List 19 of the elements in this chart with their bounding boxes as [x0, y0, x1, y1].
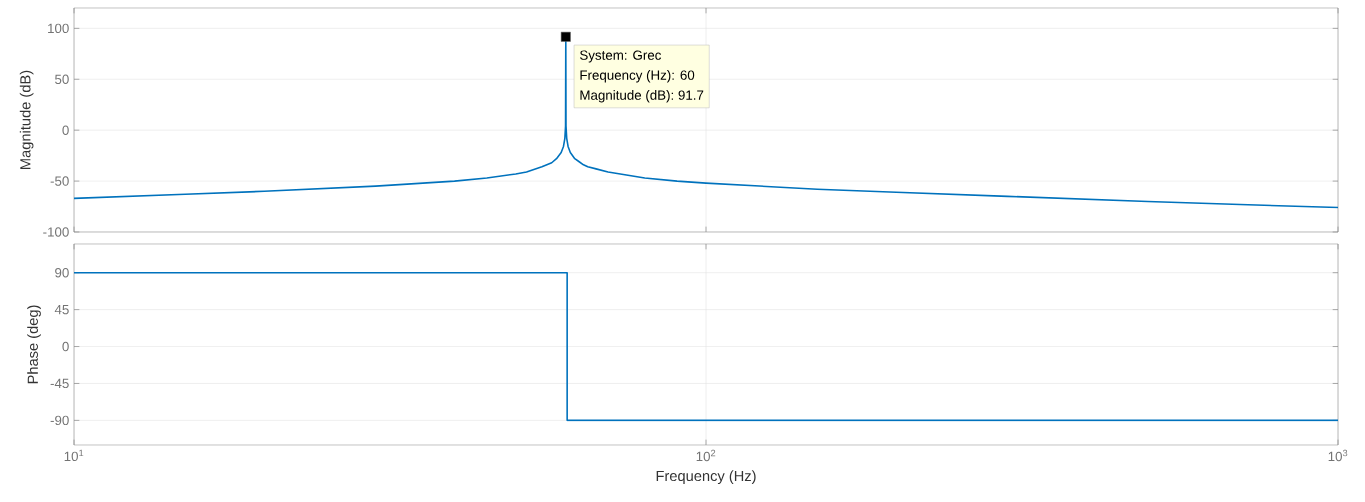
annotation: Magnitude (dB): 91.7: [580, 90, 704, 103]
y-tick-label: -90: [50, 415, 69, 426]
y-tick-label: -45: [50, 378, 69, 389]
y-axis-title: Phase (deg): [27, 305, 41, 384]
x-axis-title: Frequency (Hz): [656, 470, 756, 484]
y-tick-label: 50: [55, 74, 69, 84]
y-tick-label: -50: [50, 176, 69, 186]
y-tick-label: 45: [54, 304, 69, 315]
x-tick-label: 10$^{2}$: [696, 449, 716, 462]
annotation: Frequency (Hz): 60: [580, 70, 695, 83]
y-tick-label: 0: [62, 341, 69, 352]
x-tick-label: 10$^{3}$: [1328, 449, 1348, 462]
y-tick-label: 100: [48, 23, 69, 34]
y-tick-label: 90: [55, 267, 69, 278]
y-axis-title: Magnitude (dB): [19, 70, 34, 169]
x-tick-label: 10$^{1}$: [64, 449, 84, 462]
y-tick-label: -100: [43, 227, 69, 237]
y-tick-label: 0: [62, 125, 69, 135]
annotation: System: Grec: [580, 50, 662, 63]
